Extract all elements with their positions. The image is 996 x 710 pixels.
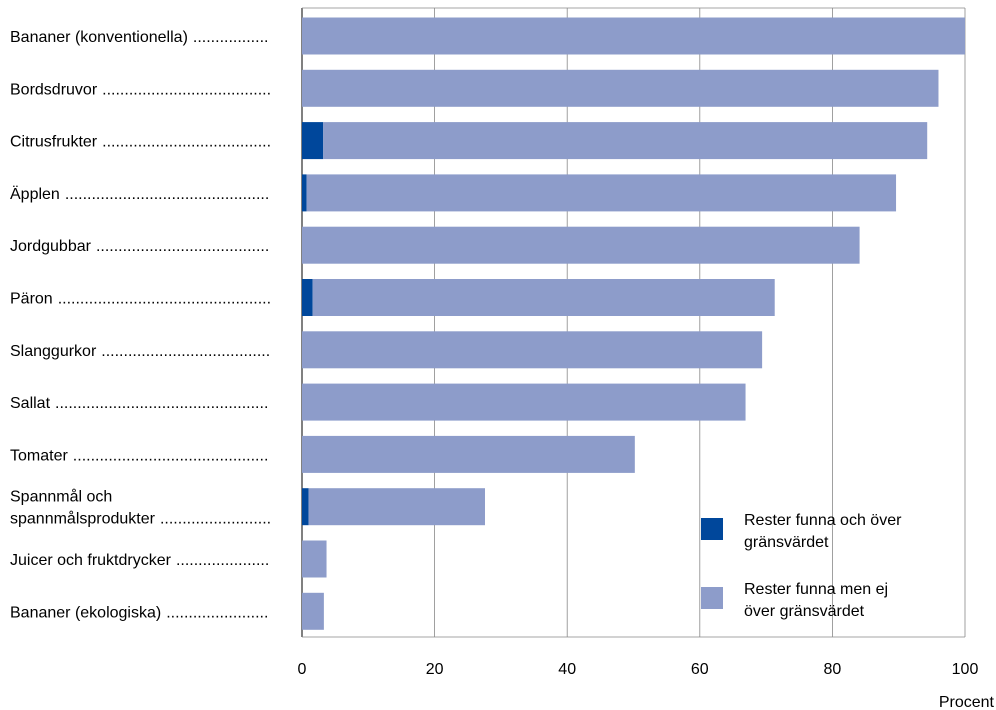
leader-dots: ...................................... — [101, 343, 270, 360]
category-label: Bordsdruvor — [10, 81, 98, 98]
x-axis-label: Procent — [939, 694, 995, 710]
bar-2-5 — [302, 226, 860, 264]
x-tick-label: 0 — [298, 661, 307, 678]
category-label: Juicer och fruktdrycker — [10, 552, 172, 569]
bar-1-10 — [302, 488, 309, 526]
category-label: spannmålsprodukter — [10, 510, 156, 528]
bar-1-4 — [302, 174, 307, 212]
category-label: Jordgubbar — [10, 238, 92, 255]
x-tick-label: 100 — [952, 661, 979, 678]
legend-swatch-2 — [701, 587, 723, 609]
bar-1-3 — [302, 122, 324, 160]
legend-swatch-1 — [701, 518, 723, 540]
category-label: Äpplen — [10, 185, 60, 203]
bar-2-10 — [308, 488, 485, 526]
bar-2-1 — [302, 17, 965, 55]
bar-2-11 — [302, 540, 327, 578]
leader-dots: ......................... — [160, 511, 271, 528]
x-tick-label: 80 — [824, 661, 842, 678]
category-label: Bananer (ekologiska) — [10, 604, 161, 621]
legend-label-2: Rester funna men ej — [744, 581, 888, 598]
bar-1-6 — [302, 279, 313, 316]
category-label: Citrusfrukter — [10, 134, 98, 151]
category-label: Tomater — [10, 447, 68, 464]
category-label: Spannmål och — [10, 488, 112, 506]
leader-dots: ................. — [193, 29, 269, 46]
legend-label-2: över gränsvärdet — [744, 603, 865, 620]
bar-2-2 — [302, 69, 939, 107]
category-label: Bananer (konventionella) — [10, 29, 188, 46]
leader-dots: ....................................... — [96, 238, 269, 255]
bar-2-8 — [302, 383, 746, 421]
legend-label-1: gränsvärdet — [744, 534, 829, 551]
leader-dots: ..................... — [176, 552, 269, 569]
leader-dots: ........................................… — [65, 186, 269, 203]
category-label: Päron — [10, 291, 53, 308]
x-tick-label: 40 — [558, 661, 576, 678]
category-label: Slanggurkor — [10, 343, 97, 360]
leader-dots: ........................................… — [58, 291, 271, 308]
grid-lines — [301, 7, 966, 638]
bar-2-9 — [302, 435, 635, 473]
leader-dots: ........................................… — [73, 447, 269, 464]
x-tick-label: 20 — [426, 661, 444, 678]
leader-dots: ...................................... — [102, 134, 271, 151]
leader-dots: ...................................... — [102, 81, 271, 98]
x-axis-ticks: 0 20 40 60 80 100 — [298, 661, 979, 678]
leader-dots: ........................................… — [55, 395, 268, 412]
bar-2-12 — [302, 592, 324, 630]
category-labels: Bananer (konventionella)................… — [10, 29, 271, 621]
bar-2-6 — [312, 279, 775, 316]
bar-2-7 — [302, 331, 763, 369]
legend-label-1: Rester funna och över — [744, 512, 902, 529]
category-label: Sallat — [10, 395, 51, 412]
bars — [302, 17, 965, 630]
bar-2-3 — [323, 122, 928, 160]
legend: Rester funna och över gränsvärdet Rester f… — [701, 512, 902, 620]
leader-dots: ....................... — [166, 604, 268, 621]
x-tick-label: 60 — [691, 661, 709, 678]
bar-2-4 — [306, 174, 897, 212]
